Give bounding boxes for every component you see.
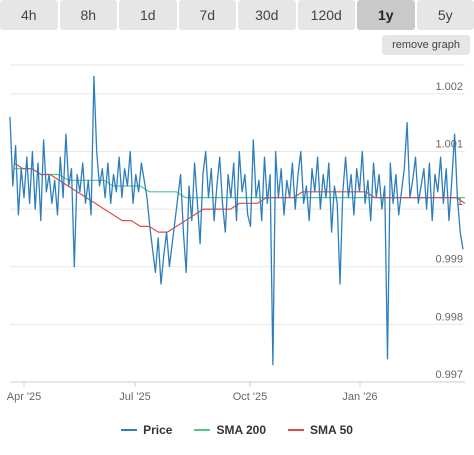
tab-1d[interactable]: 1d xyxy=(119,0,177,30)
tab-7d[interactable]: 7d xyxy=(178,0,236,30)
x-tick-label: Apr '25 xyxy=(7,391,42,403)
remove-graph-button[interactable]: remove graph xyxy=(382,35,470,55)
tab-30d[interactable]: 30d xyxy=(238,0,296,30)
y-tick-label: 0.999 xyxy=(435,254,463,266)
y-tick-label: 1.002 xyxy=(435,81,463,93)
legend-swatch xyxy=(121,429,138,431)
series-line-price xyxy=(9,75,464,366)
y-tick-label: 1 xyxy=(457,196,463,208)
legend-swatch xyxy=(288,429,305,431)
legend-swatch xyxy=(194,429,211,431)
legend-item[interactable]: SMA 200 xyxy=(194,420,266,440)
tab-8h[interactable]: 8h xyxy=(59,0,117,30)
legend-item[interactable]: SMA 50 xyxy=(288,420,353,440)
tab-4h[interactable]: 4h xyxy=(0,0,58,30)
x-tick-label: Oct '25 xyxy=(233,391,268,403)
legend-item[interactable]: Price xyxy=(121,420,172,440)
y-tick-label: 0.998 xyxy=(435,311,463,323)
tab-5y[interactable]: 5y xyxy=(416,0,474,30)
tab-1y[interactable]: 1y xyxy=(357,0,415,30)
legend-label: SMA 200 xyxy=(216,423,267,437)
tab-120d[interactable]: 120d xyxy=(297,0,355,30)
legend-label: Price xyxy=(143,423,173,437)
legend-label: SMA 50 xyxy=(310,423,353,437)
y-tick-label: 0.997 xyxy=(435,369,463,381)
y-tick-label: 1.001 xyxy=(435,138,463,150)
chart-legend: Price SMA 200 SMA 50 xyxy=(0,420,474,440)
x-tick-label: Jan '26 xyxy=(342,391,377,403)
x-tick-label: Jul '25 xyxy=(119,391,150,403)
range-tabs: 4h 8h 1d 7d 30d 120d 1y 5y xyxy=(0,0,474,30)
